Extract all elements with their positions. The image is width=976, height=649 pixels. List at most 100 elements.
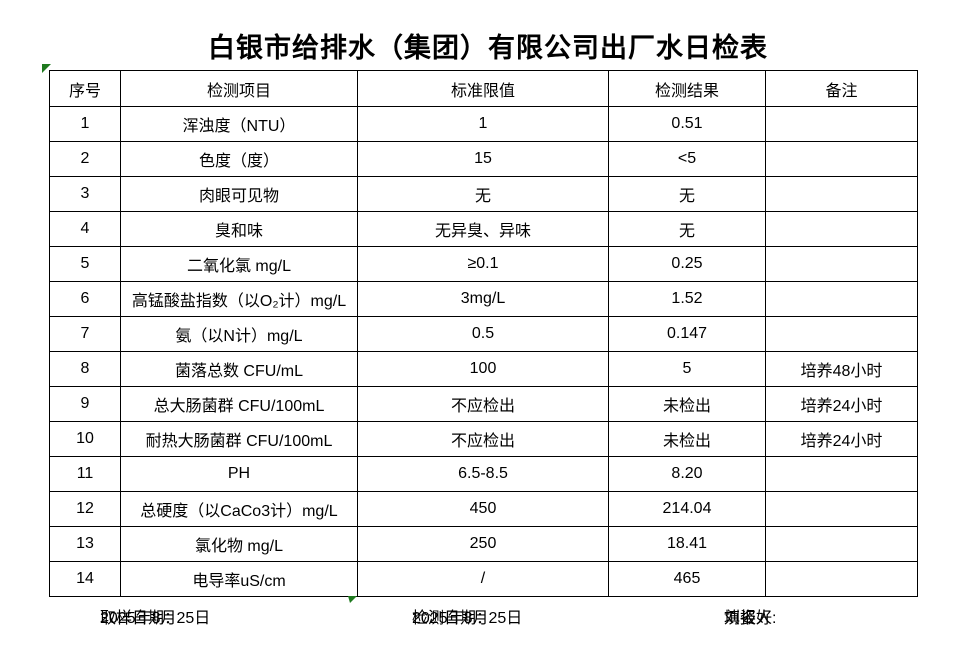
test-date-label: 检测日期： xyxy=(412,610,493,627)
table-row: 10 耐热大肠菌群 CFU/100mL 不应检出 未检出 培养24小时 xyxy=(49,421,918,457)
table-cell: 18.41 xyxy=(608,526,766,562)
table-row: 9 总大肠菌群 CFU/100mL 不应检出 未检出 培养24小时 xyxy=(49,386,918,422)
table-cell: 250 xyxy=(357,526,609,562)
table-cell: 0.5 xyxy=(357,316,609,352)
daily-table: 序号 检测项目 标准限值 检测结果 备注 1 浑浊度（NTU） 1 0.51 2 色度（度） 15 <… xyxy=(49,70,918,597)
table-cell xyxy=(765,106,918,142)
table-cell xyxy=(765,526,918,562)
table-cell: 4 xyxy=(49,211,121,247)
table-cell xyxy=(765,211,918,247)
table-row: 13 氯化物 mg/L 250 18.41 xyxy=(49,526,918,562)
page-title: 白银市给排水（集团）有限公司出厂水日检表 xyxy=(208,33,768,63)
table-cell xyxy=(765,561,918,597)
table-row: 6 高锰酸盐指数（以O₂计）mg/L 3mg/L 1.52 xyxy=(49,281,918,317)
table-cell: 5 xyxy=(608,351,766,387)
table-cell: 11 xyxy=(49,456,121,492)
table-cell: 耐热大肠菌群 CFU/100mL xyxy=(120,421,358,457)
table-cell: 臭和味 xyxy=(120,211,358,247)
table-row: 4 臭和味 无异臭、异味无 xyxy=(49,211,918,247)
table-row: 7 氨（以N计）mg/L 0.5 0.147 xyxy=(49,316,918,352)
table-row: 11 PH 6.5-8.5 8.20 xyxy=(49,456,918,492)
table-cell xyxy=(765,491,918,527)
footer: 取样日期： 2025年8月25日 检测日期： 2025年8月25日 填报人: 刘姿好 xyxy=(0,604,976,628)
table-cell: 1 xyxy=(49,106,121,142)
table-row: 12 总硬度（以CaCo3计）mg/L 450 214.04 xyxy=(49,491,918,527)
table-cell: 总大肠菌群 CFU/100mL xyxy=(120,386,358,422)
table-cell: 0.51 xyxy=(608,106,766,142)
table-cell xyxy=(765,176,918,212)
table-row: 1 浑浊度（NTU） 1 0.51 xyxy=(49,106,918,142)
daily-table-body: 1 浑浊度（NTU） 1 0.51 2 色度（度） 15 <5 3 肉眼可见物无无 4 臭和味 无异臭、… xyxy=(49,106,918,597)
table-cell: 465 xyxy=(608,561,766,597)
table-cell: 不应检出 xyxy=(357,386,609,422)
table-cell: 1.52 xyxy=(608,281,766,317)
table-cell: 8 xyxy=(49,351,121,387)
table-cell: 15 xyxy=(357,141,609,177)
table-cell: 100 xyxy=(357,351,609,387)
column-header: 备注 xyxy=(765,70,918,107)
table-cell: 0.25 xyxy=(608,246,766,282)
column-header: 序号 xyxy=(49,70,121,107)
table-cell: 214.04 xyxy=(608,491,766,527)
reporter-name: 刘姿好 xyxy=(724,610,773,627)
table-cell: 培养48小时 xyxy=(765,351,918,387)
table-cell: 浑浊度（NTU） xyxy=(120,106,358,142)
table-cell: 不应检出 xyxy=(357,421,609,457)
table-row: 2 色度（度） 15 <5 xyxy=(49,141,918,177)
table-cell: 6 xyxy=(49,281,121,317)
table-cell: 未检出 xyxy=(608,386,766,422)
daily-table-header: 序号 检测项目 标准限值 检测结果 备注 xyxy=(49,70,918,107)
table-cell: 菌落总数 CFU/mL xyxy=(120,351,358,387)
header-row: 序号 检测项目 标准限值 检测结果 备注 xyxy=(49,70,918,107)
test-date-value: 2025年8月25日 xyxy=(412,610,523,627)
table-cell: 无异臭、异味 xyxy=(357,211,609,247)
table-cell: 12 xyxy=(49,491,121,527)
table-cell: 总硬度（以CaCo3计）mg/L xyxy=(120,491,358,527)
table-row: 14 电导率uS/cm/465 xyxy=(49,561,918,597)
table-cell: 8.20 xyxy=(608,456,766,492)
table-cell: 5 xyxy=(49,246,121,282)
table-cell: 高锰酸盐指数（以O₂计）mg/L xyxy=(120,281,358,317)
table-cell: 1 xyxy=(357,106,609,142)
table-row: 5 二氧化氯 mg/L ≥0.1 0.25 xyxy=(49,246,918,282)
table-cell: 2 xyxy=(49,141,121,177)
table-cell xyxy=(765,456,918,492)
table-cell: 无 xyxy=(608,176,766,212)
table-cell: 14 xyxy=(49,561,121,597)
table-cell: / xyxy=(357,561,609,597)
table-cell: 7 xyxy=(49,316,121,352)
table-cell: 色度（度） xyxy=(120,141,358,177)
column-header: 标准限值 xyxy=(357,70,609,107)
table-cell: 13 xyxy=(49,526,121,562)
table-cell xyxy=(765,281,918,317)
table-cell: 6.5-8.5 xyxy=(357,456,609,492)
table-cell: 培养24小时 xyxy=(765,386,918,422)
table-cell xyxy=(765,141,918,177)
table-cell: 3 xyxy=(49,176,121,212)
sampling-date-label: 取样日期： xyxy=(100,610,181,627)
table-cell: 未检出 xyxy=(608,421,766,457)
table-cell: 9 xyxy=(49,386,121,422)
table-cell: 氨（以N计）mg/L xyxy=(120,316,358,352)
table-cell: 氯化物 mg/L xyxy=(120,526,358,562)
table-cell: 无 xyxy=(357,176,609,212)
column-header: 检测项目 xyxy=(120,70,358,107)
table-cell: 培养24小时 xyxy=(765,421,918,457)
table-cell: <5 xyxy=(608,141,766,177)
table-cell: 0.147 xyxy=(608,316,766,352)
table-cell: 3mg/L xyxy=(357,281,609,317)
table-row: 3 肉眼可见物无无 xyxy=(49,176,918,212)
table-cell: 10 xyxy=(49,421,121,457)
table-cell xyxy=(765,316,918,352)
table-cell: ≥0.1 xyxy=(357,246,609,282)
table-cell: PH xyxy=(120,456,358,492)
table-cell: 二氧化氯 mg/L xyxy=(120,246,358,282)
table-cell xyxy=(765,246,918,282)
table-cell: 电导率uS/cm xyxy=(120,561,358,597)
table-cell: 肉眼可见物 xyxy=(120,176,358,212)
table-cell: 无 xyxy=(608,211,766,247)
table-row: 8 菌落总数 CFU/mL 100 5 培养48小时 xyxy=(49,351,918,387)
sampling-date-value: 2025年8月25日 xyxy=(100,610,211,627)
reporter-label: 填报人: xyxy=(724,610,777,627)
green-corner-marker-icon xyxy=(42,64,51,73)
